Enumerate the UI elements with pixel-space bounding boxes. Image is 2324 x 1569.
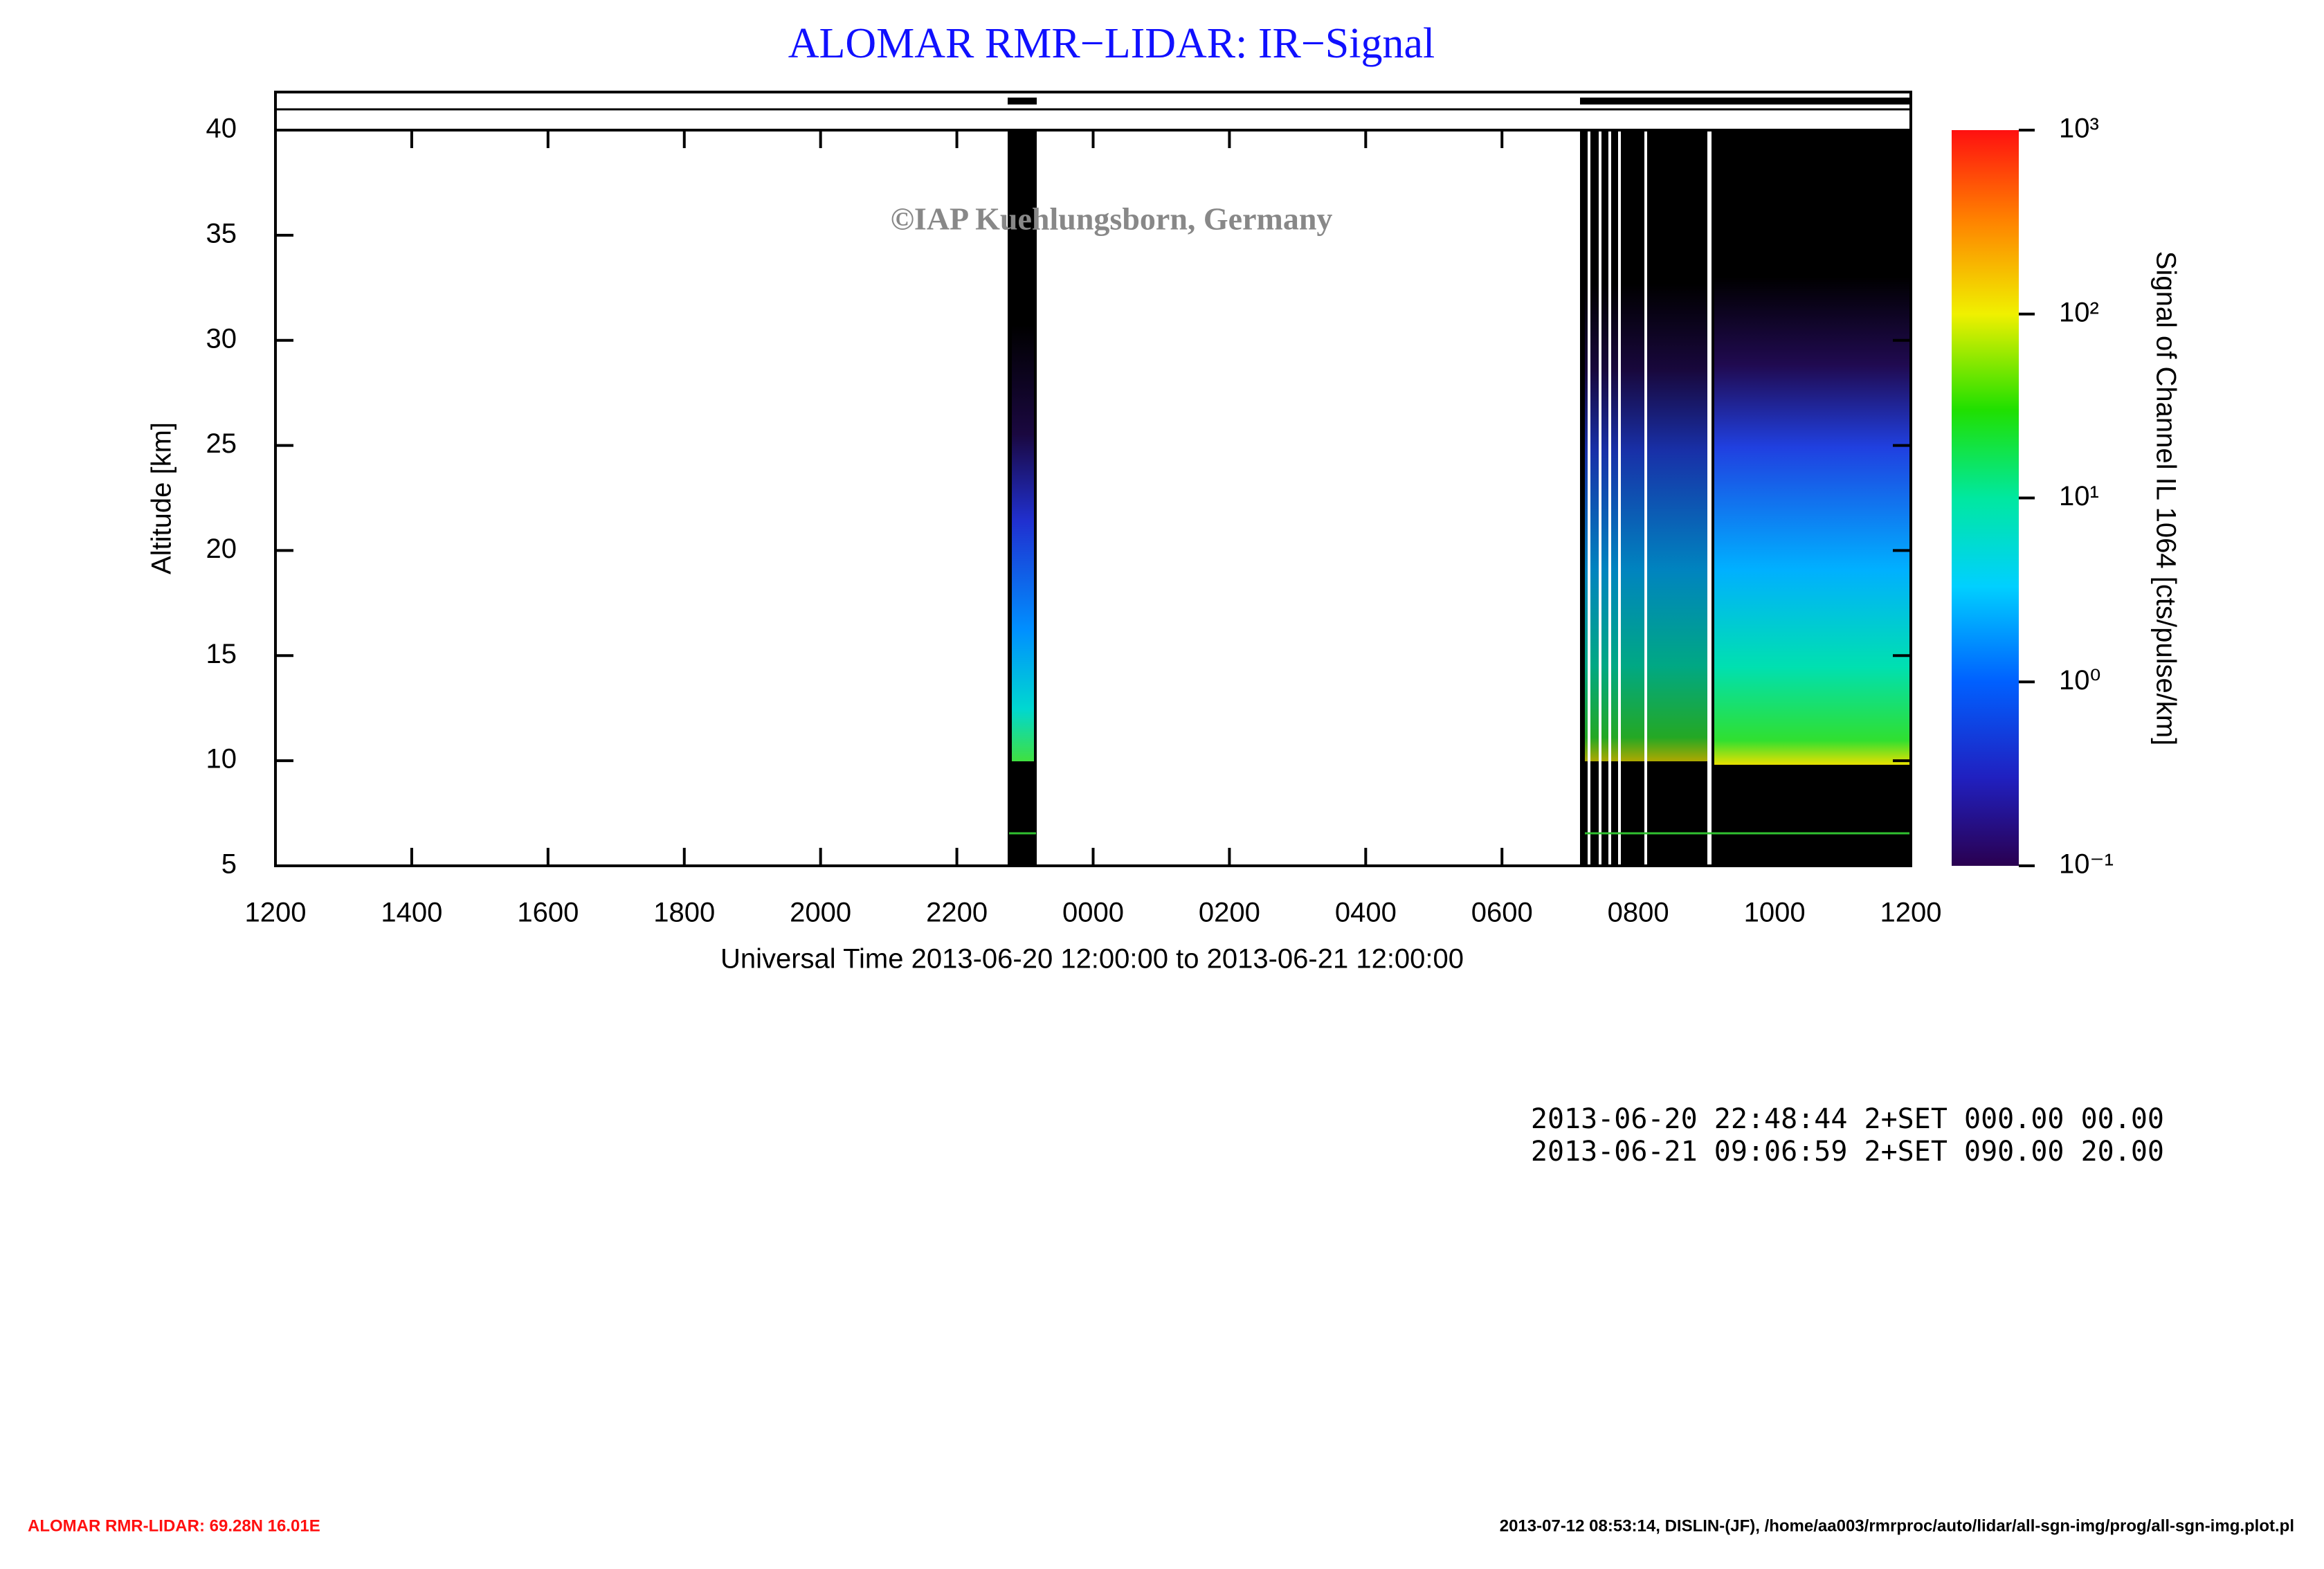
x-tick-label: 2200: [926, 898, 988, 928]
strip-mark: [1580, 98, 1911, 105]
footer-left: ALOMAR RMR-LIDAR: 69.28N 16.01E: [28, 1516, 320, 1535]
y-tick-label: 15: [206, 639, 237, 669]
colorbar-tick-label: 10³: [2059, 114, 2099, 144]
data-gaps: [1588, 130, 1712, 866]
annotation: 2013-06-20 22:48:44 2+SET 000.00 00.00: [1531, 1103, 2164, 1135]
y-tick-label: 35: [206, 218, 237, 248]
chart-title: ALOMAR RMR−LIDAR: IR−Signal: [788, 20, 1435, 67]
watermark: ©IAP Kuehlungsborn, Germany: [891, 201, 1333, 237]
x-tick-label: 1800: [653, 898, 715, 928]
colorbar-tick-label: 10⁰: [2059, 665, 2101, 696]
x-tick-label: 1200: [245, 898, 307, 928]
x-tick-label: 1000: [1744, 898, 1806, 928]
annotation: 2013-06-21 09:06:59 2+SET 090.00 20.00: [1531, 1136, 2164, 1168]
signal-block: [1012, 325, 1034, 761]
x-tick-label: 0600: [1471, 898, 1533, 928]
y-tick-label: 25: [206, 428, 237, 459]
colorbar-tick-label: 10⁻¹: [2059, 849, 2114, 880]
x-tick-label: 0000: [1062, 898, 1124, 928]
x-tick-label: 0200: [1199, 898, 1260, 928]
x-tick-label: 1400: [381, 898, 442, 928]
x-tick-label: 0400: [1335, 898, 1397, 928]
x-tick-label: 1600: [517, 898, 579, 928]
y-tick-label: 10: [206, 744, 237, 774]
strip-mark: [1008, 98, 1037, 105]
colorbar-tick-label: 10²: [2059, 297, 2099, 327]
x-axis-label: Universal Time 2013-06-20 12:00:00 to 20…: [720, 944, 1464, 974]
footer-right: 2013-07-12 08:53:14, DISLIN-(JF), /home/…: [1500, 1516, 2294, 1535]
y-tick-label: 40: [206, 114, 237, 144]
y-tick-label: 30: [206, 323, 237, 354]
y-tick-label: 5: [221, 849, 237, 880]
colorbar-label: Signal of Channel IL 1064 [cts/pulse/km]: [2150, 251, 2181, 746]
y-tick-label: 20: [206, 534, 237, 564]
y-axis-label: Altitude [km]: [147, 422, 177, 574]
colorbar: [1952, 130, 2019, 866]
colorbar-tick-label: 10¹: [2059, 481, 2099, 511]
signal-block: [1714, 277, 1911, 765]
x-tick-label: 2000: [790, 898, 851, 928]
x-tick-label: 0800: [1608, 898, 1669, 928]
x-tick-label: 1200: [1880, 898, 1942, 928]
